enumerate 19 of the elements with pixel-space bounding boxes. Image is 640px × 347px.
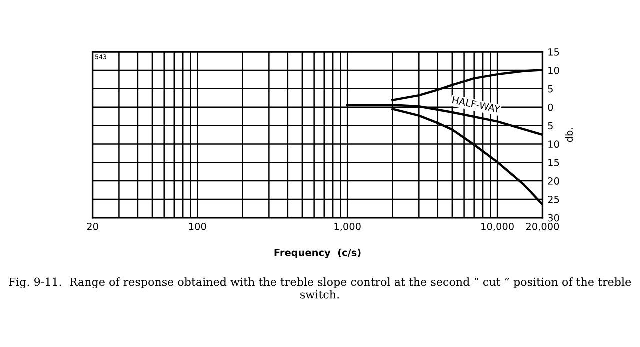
y-tick-label: 25 — [548, 196, 560, 204]
x-tick-label: 1,000 — [334, 222, 361, 232]
y-tick-label: 20 — [548, 178, 560, 185]
y-tick-label: 5 — [548, 122, 553, 130]
y-tick-label: 15 — [548, 48, 560, 56]
x-tick-label: 100 — [189, 222, 206, 230]
y-tick-label: 15 — [548, 159, 560, 166]
x-tick-label: 20 — [87, 222, 98, 230]
x-axis-title: Frequency (c/s) — [274, 248, 361, 258]
y-axis-title: db. — [566, 128, 574, 142]
x-tick-label: 10,000 — [482, 222, 514, 232]
y-tick-label: 5 — [548, 86, 553, 93]
y-tick-label: 30 — [548, 214, 560, 222]
y-tick-label: 10 — [548, 140, 560, 148]
y-tick-label: 10 — [548, 66, 560, 74]
y-tick-label: 0 — [548, 104, 554, 112]
caption: Fig. 9-11. Range of response obtained with the treble slope control at the second “ cut ” position of the treble switch. — [8, 278, 632, 299]
x-tick-label: 20,000 — [526, 222, 560, 232]
text: HALF-WAY — [452, 96, 501, 114]
